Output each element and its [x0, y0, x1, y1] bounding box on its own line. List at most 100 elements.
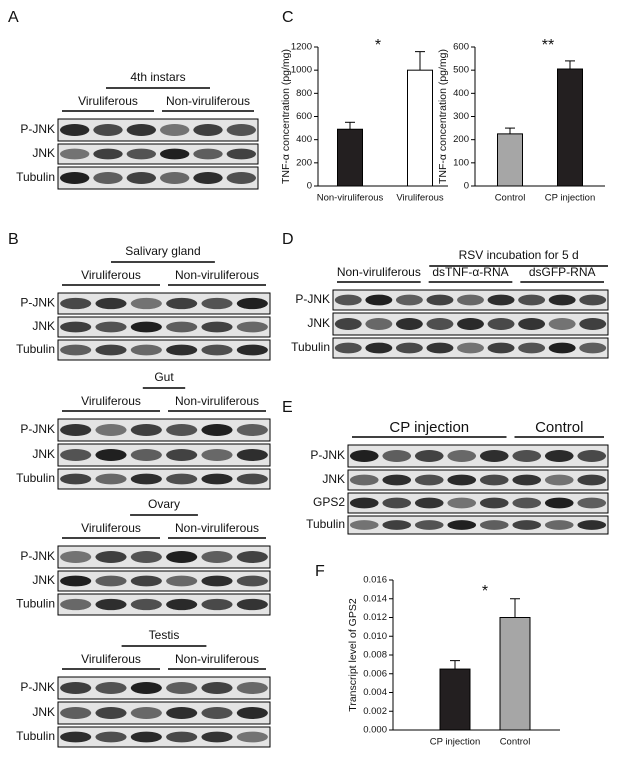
blot-title: RSV incubation for 5 d	[459, 248, 579, 262]
y-tick-label: 400	[453, 88, 469, 99]
band	[60, 297, 92, 310]
band	[95, 297, 127, 310]
band	[479, 497, 509, 509]
bar	[499, 617, 531, 731]
panel-label: D	[282, 231, 294, 248]
blot-title: Ovary	[148, 497, 180, 511]
panel-label: B	[8, 231, 19, 248]
band	[95, 321, 127, 333]
band	[130, 682, 162, 694]
band	[236, 575, 268, 587]
y-tick-label: 300	[453, 111, 469, 122]
band	[579, 318, 607, 330]
band	[479, 520, 509, 530]
row-label: P-JNK	[20, 680, 55, 694]
band	[577, 497, 607, 509]
bar	[497, 133, 523, 187]
y-tick-label: 800	[296, 88, 312, 99]
band	[544, 474, 574, 486]
band	[201, 424, 233, 436]
x-tick-label: Control	[495, 193, 526, 204]
y-axis-label: TNF-α concentration (pg/mg)	[280, 49, 292, 184]
band	[548, 294, 576, 306]
band	[579, 294, 607, 306]
y-tick-label: 400	[296, 134, 312, 145]
band	[95, 473, 127, 485]
band	[166, 321, 198, 333]
y-axis-label: TNF-α concentration (pg/mg)	[437, 49, 449, 184]
band	[130, 321, 162, 333]
band	[579, 342, 607, 354]
band	[160, 124, 190, 136]
x-tick-label: Viruliferous	[396, 193, 444, 204]
row-label: JNK	[307, 316, 330, 330]
row-label: JNK	[32, 447, 55, 461]
band	[193, 172, 223, 184]
band	[447, 450, 477, 462]
band	[60, 598, 92, 611]
y-tick-label: 1200	[291, 42, 312, 53]
band	[60, 731, 92, 743]
row-label: GPS2	[313, 495, 345, 509]
band	[193, 124, 223, 136]
y-tick-label: 0	[464, 181, 469, 192]
band	[544, 520, 574, 530]
band	[95, 682, 127, 694]
row-label: Tubulin	[16, 471, 55, 485]
significance: *	[482, 583, 488, 600]
band	[426, 342, 454, 354]
group-label: Non-viruliferous	[337, 265, 421, 279]
group-label: Viruliferous	[81, 394, 141, 408]
bar	[439, 668, 471, 731]
row-label: JNK	[322, 472, 345, 486]
band	[166, 551, 198, 563]
row-label: P-JNK	[20, 422, 55, 436]
band	[447, 474, 477, 486]
band	[201, 551, 233, 563]
band	[447, 520, 477, 530]
band	[60, 321, 92, 333]
y-tick-label: 0.016	[363, 575, 387, 586]
band	[226, 172, 256, 184]
bar	[337, 128, 363, 187]
band	[59, 172, 90, 184]
y-tick-label: 600	[453, 42, 469, 53]
band	[236, 598, 268, 611]
row-label: JNK	[32, 319, 55, 333]
y-tick-label: 0.006	[363, 668, 387, 679]
panel-label: F	[315, 563, 325, 580]
band	[60, 682, 92, 694]
band	[126, 124, 156, 136]
band	[130, 473, 162, 485]
band	[349, 520, 379, 530]
band	[130, 344, 162, 356]
group-label: Non-viruliferous	[175, 652, 259, 666]
band	[226, 148, 256, 160]
band	[518, 342, 546, 354]
band	[382, 520, 412, 530]
band	[414, 520, 444, 530]
band	[130, 551, 162, 563]
band	[60, 449, 92, 461]
band	[512, 474, 542, 486]
group-label: Viruliferous	[81, 521, 141, 535]
band	[160, 148, 190, 160]
band	[95, 707, 127, 719]
band	[201, 297, 233, 310]
band	[544, 497, 574, 509]
group-label: Non-viruliferous	[166, 94, 250, 108]
row-label: Tubulin	[306, 517, 345, 531]
band	[577, 520, 607, 530]
band	[426, 318, 454, 330]
y-tick-label: 0.010	[363, 631, 387, 642]
band	[479, 450, 509, 462]
band	[395, 318, 423, 330]
blot-title: Salivary gland	[125, 244, 200, 258]
band	[414, 474, 444, 486]
band	[201, 598, 233, 611]
band	[236, 424, 268, 436]
band	[349, 450, 379, 462]
group-label: Viruliferous	[81, 268, 141, 282]
band	[395, 342, 423, 354]
